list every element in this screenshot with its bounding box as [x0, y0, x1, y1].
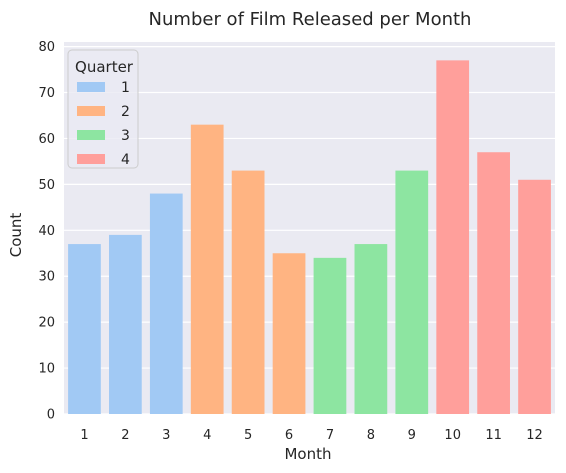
- y-axis-label: Count: [7, 213, 25, 258]
- legend-swatch: [77, 106, 105, 116]
- bar-month-1: [68, 244, 101, 414]
- y-tick-label: 40: [38, 224, 55, 239]
- bar-month-8: [354, 244, 388, 414]
- y-tick-label: 0: [47, 408, 55, 423]
- y-tick-label: 50: [38, 178, 55, 193]
- grid-lines: [64, 45, 555, 415]
- x-tick-label: 7: [326, 428, 334, 443]
- bar-month-11: [477, 152, 510, 414]
- bar-month-4: [190, 124, 224, 415]
- bar-month-3: [149, 193, 183, 414]
- x-tick-label: 12: [526, 428, 543, 443]
- legend-label: 3: [121, 128, 130, 144]
- y-axis-ticks: 0 10 20 30 40 50 60 70 80: [38, 40, 55, 422]
- y-tick-label: 80: [38, 40, 55, 55]
- legend-title: Quarter: [75, 58, 134, 76]
- bar-month-9: [395, 170, 429, 414]
- x-tick-label: 11: [485, 428, 502, 443]
- legend: Quarter 1 2 3 4: [67, 49, 139, 169]
- chart-title: Number of Film Released per Month: [149, 9, 472, 30]
- x-axis-ticks: 1 2 3 4 5 6 7 8 9 10 11 12: [80, 428, 542, 443]
- legend-swatch: [77, 154, 105, 164]
- legend-label: 1: [121, 80, 130, 96]
- plot-area: [64, 42, 555, 414]
- x-tick-label: 1: [80, 428, 88, 443]
- x-axis-label: Month: [284, 445, 331, 463]
- bar-month-10: [436, 60, 470, 415]
- x-tick-label: 5: [244, 428, 252, 443]
- y-tick-label: 20: [38, 316, 55, 331]
- x-tick-label: 6: [285, 428, 293, 443]
- y-tick-label: 60: [38, 132, 55, 147]
- bar-month-2: [109, 234, 142, 414]
- bar-month-6: [272, 253, 306, 414]
- x-tick-label: 2: [121, 428, 129, 443]
- legend-label: 4: [121, 152, 130, 168]
- legend-swatch: [77, 130, 105, 140]
- y-tick-label: 10: [38, 362, 55, 377]
- bars: [68, 60, 551, 415]
- bar-month-12: [518, 179, 551, 414]
- y-tick-label: 30: [38, 270, 55, 285]
- legend-swatch: [77, 82, 105, 92]
- x-tick-label: 3: [162, 428, 170, 443]
- bar-month-5: [231, 170, 265, 414]
- x-tick-label: 9: [408, 428, 416, 443]
- bar-month-7: [313, 257, 347, 414]
- x-tick-label: 8: [367, 428, 375, 443]
- x-tick-label: 10: [444, 428, 461, 443]
- legend-label: 2: [121, 104, 130, 120]
- x-tick-label: 4: [203, 428, 211, 443]
- y-tick-label: 70: [38, 86, 55, 101]
